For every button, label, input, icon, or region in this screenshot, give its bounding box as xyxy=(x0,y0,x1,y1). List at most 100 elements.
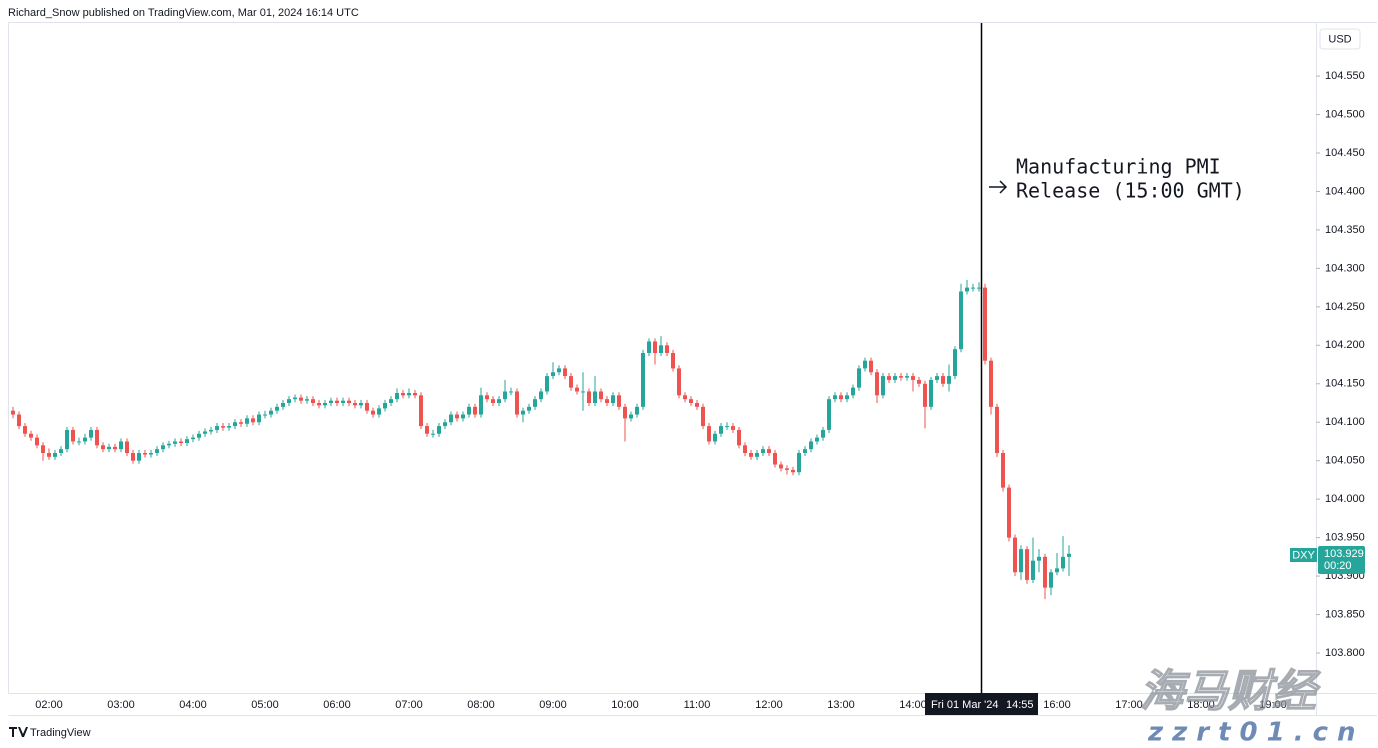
currency-button[interactable] xyxy=(1319,28,1361,50)
candle-body xyxy=(761,449,765,453)
candle-body xyxy=(1007,487,1011,538)
x-tick-label: 05:00 xyxy=(251,699,279,711)
candle-body xyxy=(407,393,411,396)
candle-body xyxy=(449,414,453,423)
symbol-name: DXY xyxy=(1292,549,1315,561)
candle-body xyxy=(845,395,849,400)
candle-body xyxy=(755,453,759,457)
candle-body xyxy=(143,453,147,455)
candle-body xyxy=(989,360,993,407)
candle-body xyxy=(317,403,321,406)
candle-body xyxy=(779,464,783,469)
candle-body xyxy=(95,429,99,446)
candle-body xyxy=(971,287,975,289)
x-tick-label: 10:00 xyxy=(611,699,639,711)
candle-body xyxy=(701,406,705,427)
candle-body xyxy=(383,403,387,409)
candle-body xyxy=(287,399,291,403)
candle-body xyxy=(911,376,915,380)
candle-body xyxy=(1055,568,1059,573)
candle-body xyxy=(917,379,921,384)
crosshair-time: 14:55 xyxy=(1006,699,1034,711)
x-tick-label: 19:00 xyxy=(1259,699,1287,711)
candle-body xyxy=(791,469,795,473)
candle-body xyxy=(167,443,171,446)
candle-body xyxy=(641,353,645,407)
candle-body xyxy=(161,445,165,450)
y-tick-label: 104.300 xyxy=(1325,262,1365,274)
candle-body xyxy=(797,453,801,473)
candle-body xyxy=(815,437,819,442)
candle-body xyxy=(833,395,837,400)
candle-body xyxy=(461,414,465,419)
candle-body xyxy=(689,399,693,403)
candle-body xyxy=(29,433,33,438)
candle-body xyxy=(239,422,243,424)
candle-body xyxy=(323,403,327,406)
candle-body xyxy=(467,406,471,415)
last-price: 103.929 xyxy=(1324,548,1364,560)
candle-body xyxy=(23,426,27,434)
x-tick-label: 09:00 xyxy=(539,699,567,711)
candle-body xyxy=(881,376,885,396)
candle-body xyxy=(719,426,723,434)
y-tick-label: 104.000 xyxy=(1325,493,1365,505)
candle-body xyxy=(677,368,681,396)
x-tick-label: 03:00 xyxy=(107,699,135,711)
candle-body xyxy=(455,414,459,419)
candle-body xyxy=(209,429,213,432)
candle-body xyxy=(263,414,267,416)
candle-body xyxy=(509,391,513,393)
candle-body xyxy=(245,418,249,424)
candle-body xyxy=(749,453,753,457)
candle-body xyxy=(227,426,231,428)
y-tick-label: 104.250 xyxy=(1325,301,1365,313)
candle-body xyxy=(335,400,339,403)
candle-body xyxy=(743,445,747,453)
candle-body xyxy=(113,446,117,450)
candle-body xyxy=(179,441,183,443)
publish-header: Richard_Snow published on TradingView.co… xyxy=(8,7,359,19)
candle-body xyxy=(569,376,573,388)
candle-body xyxy=(1049,572,1053,588)
x-tick-label: 06:00 xyxy=(323,699,351,711)
candle-body xyxy=(515,391,519,415)
y-tick-label: 104.100 xyxy=(1325,416,1365,428)
candle-body xyxy=(299,397,303,401)
candle-body xyxy=(425,426,429,434)
footer-brand: TradingView xyxy=(30,727,91,739)
x-tick-label: 08:00 xyxy=(467,699,495,711)
x-tick-label: 17:00 xyxy=(1115,699,1143,711)
candle-body xyxy=(575,387,579,392)
candle-body xyxy=(899,376,903,378)
x-tick-label: 02:00 xyxy=(35,699,63,711)
candle-body xyxy=(653,341,657,353)
y-tick-label: 104.550 xyxy=(1325,70,1365,82)
candle-body xyxy=(233,422,237,427)
candle-body xyxy=(77,441,81,443)
candle-body xyxy=(983,287,987,361)
candle-body xyxy=(311,399,315,403)
candle-body xyxy=(593,391,597,403)
y-tick-label: 104.450 xyxy=(1325,147,1365,159)
candle-body xyxy=(707,426,711,442)
candle-body xyxy=(737,429,741,446)
axes: 103.800103.850103.900103.950104.000104.0… xyxy=(35,70,1365,711)
currency[interactable]: USD xyxy=(1328,33,1351,45)
candle-body xyxy=(773,453,777,465)
candle-body xyxy=(257,414,261,423)
candle-body xyxy=(419,395,423,427)
candle-body xyxy=(191,437,195,440)
candle-body xyxy=(1013,537,1017,573)
candle-body xyxy=(47,453,51,457)
candle-body xyxy=(431,433,435,435)
candle-body xyxy=(503,391,507,400)
candle-body xyxy=(527,406,531,411)
candle-body xyxy=(1031,560,1035,580)
y-tick-label: 104.350 xyxy=(1325,224,1365,236)
candle-body xyxy=(41,445,45,453)
x-tick-label: 11:00 xyxy=(684,699,711,711)
bar-countdown: 00:20 xyxy=(1324,560,1352,572)
